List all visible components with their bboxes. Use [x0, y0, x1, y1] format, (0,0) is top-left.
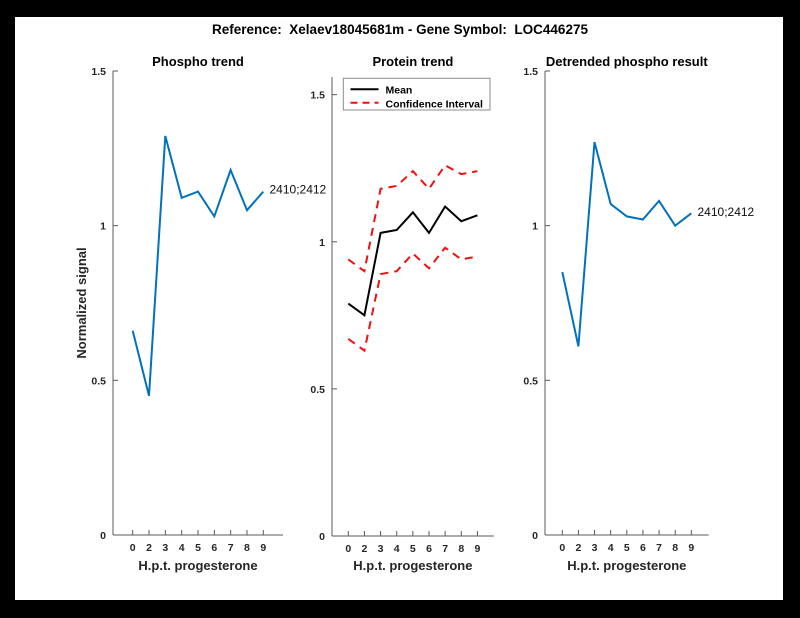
- x-tick-label: 5: [195, 542, 201, 554]
- y-tick-label: 0.5: [523, 375, 538, 387]
- y-tick-label: 1.5: [310, 90, 325, 102]
- y-tick-label: 0: [100, 530, 106, 542]
- legend: [342, 77, 491, 111]
- y-axis: 0 0.5 1 1.5: [523, 66, 550, 542]
- x-tick-label: 6: [426, 543, 432, 555]
- x-axis-label-1: H.p.t. progesterone: [138, 558, 257, 573]
- x-tick-label: 0: [345, 543, 351, 555]
- y-tick-label: 1.5: [523, 66, 538, 78]
- subplot1-title: Phospho trend: [152, 54, 244, 69]
- datapoint-annotation-1: 2410;2412: [270, 183, 327, 197]
- y-axis: 0 0.5 1 1.5: [310, 90, 337, 543]
- figure-title: Reference: Xelaev18045681m - Gene Symbol…: [212, 22, 588, 37]
- x-tick-label: 2: [576, 542, 582, 554]
- subplot3-title: Detrended phospho result: [546, 54, 708, 69]
- datapoint-annotation-3: 2410;2412: [698, 205, 755, 219]
- subplot2-title: Protein trend: [372, 54, 453, 69]
- subplot-2-plot-area: 00.511.50 2 3 4 5 6 7 8 9: [310, 77, 494, 555]
- mean-line: [347, 204, 478, 318]
- x-tick-label: 7: [228, 542, 234, 554]
- phospho-signal-line: [131, 135, 265, 397]
- x-tick-label: 6: [640, 542, 646, 554]
- x-tick-label: 5: [624, 542, 630, 554]
- y-axis-label: Normalized signal: [74, 247, 89, 358]
- x-tick-label: 3: [162, 542, 168, 554]
- y-tick-label: 0.5: [91, 375, 106, 387]
- legend-label-confidence-interval: Confidence Interval: [386, 98, 484, 110]
- confidence-lower-line: [347, 246, 478, 353]
- x-tick-label: 7: [656, 542, 662, 554]
- y-axis: 0 0.5 1 1.5: [91, 66, 118, 542]
- x-tick-label: 8: [672, 542, 678, 554]
- x-tick-label: 8: [244, 542, 250, 554]
- subplot-1-plot-area: 00.511.50 2 3 4 5 6 7 8 9: [91, 66, 283, 554]
- x-axis-label-2: H.p.t. progesterone: [353, 558, 472, 573]
- x-tick-label: 8: [458, 543, 464, 555]
- confidence-upper-line: [347, 163, 478, 273]
- y-tick-label: 1: [319, 237, 325, 249]
- legend-label-mean: Mean: [386, 85, 413, 97]
- x-tick-label: 4: [179, 542, 185, 554]
- x-tick-label: 9: [260, 542, 266, 554]
- x-tick-label: 0: [559, 542, 565, 554]
- detrended-phospho-line: [561, 141, 692, 347]
- y-tick-label: 1.5: [91, 66, 106, 78]
- x-tick-label: 9: [688, 542, 694, 554]
- x-tick-label: 0: [130, 542, 136, 554]
- legend-box: [342, 77, 491, 111]
- y-tick-label: 1: [100, 221, 106, 233]
- x-axis-label-3: H.p.t. progesterone: [567, 558, 686, 573]
- x-tick-label: 9: [474, 543, 480, 555]
- figure-canvas: [15, 17, 783, 600]
- y-tick-label: 0: [532, 530, 538, 542]
- x-tick-label: 2: [362, 543, 368, 555]
- subplot-3-plot-area: 00.511.50 2 3 4 5 6 7 8 9: [523, 66, 709, 554]
- axes-spines: [331, 77, 494, 537]
- x-tick-label: 7: [442, 543, 448, 555]
- y-tick-label: 1: [532, 221, 538, 233]
- axes-spines: [112, 71, 283, 536]
- x-tick-label: 2: [146, 542, 152, 554]
- x-tick-label: 5: [410, 543, 416, 555]
- x-tick-label: 4: [608, 542, 614, 554]
- x-tick-label: 6: [211, 542, 217, 554]
- x-tick-label: 3: [378, 543, 384, 555]
- y-tick-label: 0.5: [310, 384, 325, 396]
- y-tick-label: 0: [319, 531, 325, 543]
- x-tick-label: 4: [394, 543, 400, 555]
- x-tick-label: 3: [592, 542, 598, 554]
